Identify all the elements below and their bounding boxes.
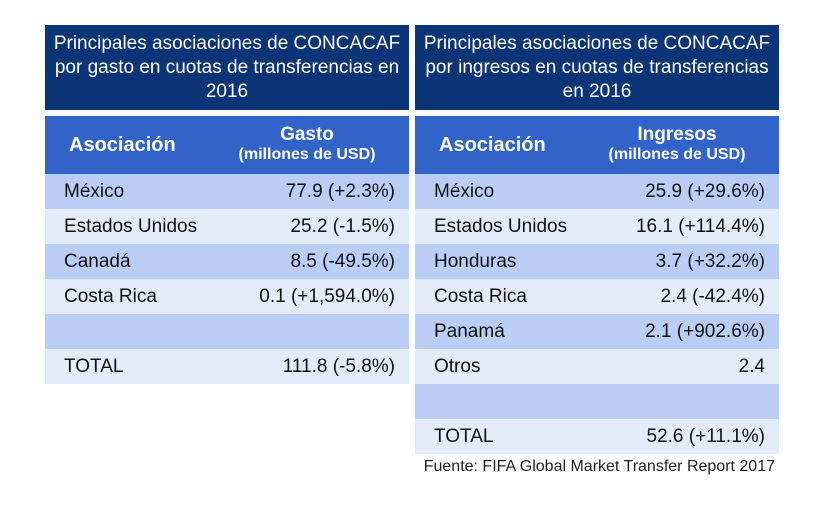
column-header-value: Ingresos (millones de USD): [585, 125, 779, 165]
table-row: Panamá 2.1 (+902.6%): [415, 314, 779, 349]
spending-table: Principales asociaciones de CONCACAF por…: [45, 25, 409, 384]
table-header: Asociación Ingresos (millones de USD): [415, 116, 779, 174]
row-value: 3.7 (+32.2%): [655, 250, 765, 272]
row-name: Costa Rica: [64, 285, 157, 307]
row-value: 25.9 (+29.6%): [645, 180, 765, 202]
table-row: Honduras 3.7 (+32.2%): [415, 244, 779, 279]
row-name: México: [434, 180, 495, 202]
row-value: 0.1 (+1,594.0%): [259, 285, 395, 307]
table-row: Costa Rica 0.1 (+1,594.0%): [45, 279, 409, 314]
table-row: Estados Unidos 16.1 (+114.4%): [415, 209, 779, 244]
table-row: México 77.9 (+2.3%): [45, 174, 409, 209]
row-value: 77.9 (+2.3%): [285, 180, 395, 202]
table-title: Principales asociaciones de CONCACAF por…: [45, 25, 409, 110]
row-value: 8.5 (-49.5%): [290, 250, 395, 272]
row-value: 52.6 (+11.1%): [646, 425, 765, 447]
table-row: Costa Rica 2.4 (-42.4%): [415, 279, 779, 314]
table-row: Canadá 8.5 (-49.5%): [45, 244, 409, 279]
table-row-total: TOTAL 111.8 (-5.8%): [45, 349, 409, 384]
row-name: Honduras: [434, 250, 517, 272]
row-name: Otros: [434, 355, 481, 377]
row-value: 16.1 (+114.4%): [635, 215, 765, 237]
row-value: 2.1 (+902.6%): [645, 320, 765, 342]
table-row: Estados Unidos 25.2 (-1.5%): [45, 209, 409, 244]
row-value: 2.4 (-42.4%): [660, 285, 765, 307]
column-header-value-unit: (millones de USD): [608, 146, 746, 163]
row-name: México: [64, 180, 125, 202]
column-header-value-title: Gasto: [280, 124, 334, 145]
source-note: Fuente: FIFA Global Market Transfer Repo…: [423, 458, 775, 475]
row-value: 111.8 (-5.8%): [282, 355, 395, 377]
column-header-value: Gasto (millones de USD): [215, 125, 409, 165]
column-header-association: Asociación: [69, 133, 176, 156]
row-name: Estados Unidos: [64, 215, 198, 237]
row-name: TOTAL: [64, 355, 124, 377]
row-name: Panamá: [434, 320, 505, 342]
row-value: 25.2 (-1.5%): [290, 215, 395, 237]
table-row-empty: [415, 384, 779, 419]
column-header-association: Asociación: [439, 133, 546, 156]
row-name: TOTAL: [434, 425, 494, 447]
table-header: Asociación Gasto (millones de USD): [45, 116, 409, 174]
column-header-value-unit: (millones de USD): [238, 146, 376, 163]
table-row: México 25.9 (+29.6%): [415, 174, 779, 209]
table-row-total: TOTAL 52.6 (+11.1%): [415, 419, 779, 454]
income-table: Principales asociaciones de CONCACAF por…: [415, 25, 779, 454]
row-value: 2.4: [738, 355, 765, 377]
table-title: Principales asociaciones de CONCACAF por…: [415, 25, 779, 110]
row-name: Canadá: [64, 250, 131, 272]
column-header-value-title: Ingresos: [637, 124, 717, 145]
row-name: Estados Unidos: [434, 215, 568, 237]
table-row-empty: [45, 314, 409, 349]
row-name: Costa Rica: [434, 285, 527, 307]
table-row: Otros 2.4: [415, 349, 779, 384]
